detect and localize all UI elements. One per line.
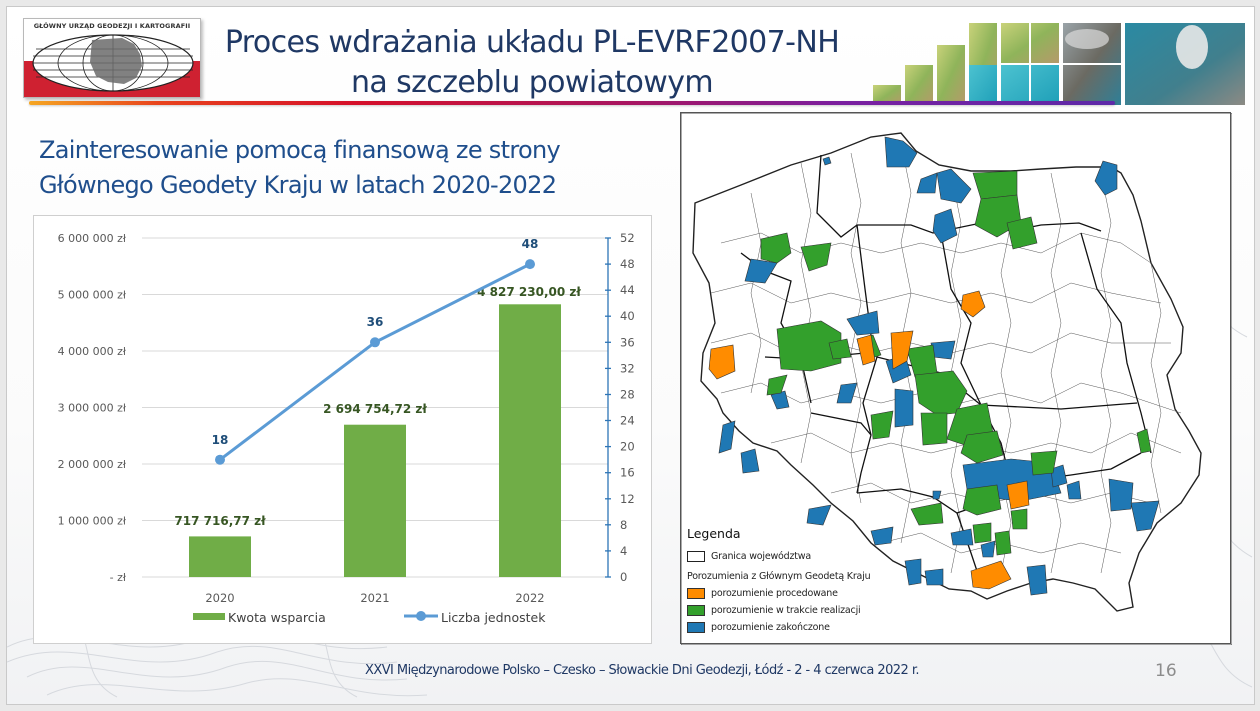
right-tick-3: 12 bbox=[620, 492, 635, 506]
subtitle-line-1: Zainteresowanie pomocą finansową ze stro… bbox=[39, 136, 561, 164]
x-axis-labels: 2020 2021 2022 bbox=[205, 591, 544, 605]
line-label-2021: 36 bbox=[367, 315, 384, 329]
footer-text: XXVI Międzynarodowe Polsko – Czesko – Sł… bbox=[365, 663, 920, 678]
subtitle-line-2: Głównego Geodety Kraju w latach 2020-202… bbox=[39, 171, 557, 199]
counties-in-progress bbox=[760, 170, 1152, 556]
funding-chart: - zł 1 000 000 zł 2 000 000 zł 3 000 000… bbox=[33, 215, 652, 644]
map-canvas bbox=[681, 113, 1232, 645]
right-tick-8: 32 bbox=[620, 361, 635, 375]
right-tick-7: 28 bbox=[620, 388, 635, 402]
bar-label-2021: 2 694 754,72 zł bbox=[323, 402, 427, 416]
left-tick-0: - zł bbox=[110, 571, 127, 584]
page-title: Proces wdrażania układu PL-EVRF2007-NH n… bbox=[207, 23, 857, 103]
right-tick-13: 52 bbox=[620, 231, 635, 245]
right-tick-4: 16 bbox=[620, 466, 635, 480]
right-tick-1: 4 bbox=[620, 544, 627, 558]
counties-pending bbox=[708, 290, 1030, 590]
logo-text: GŁÓWNY URZĄD GEODEZJI I KARTOGRAFII bbox=[33, 22, 191, 30]
point-2020 bbox=[215, 454, 225, 465]
line-labels: 18 36 48 bbox=[212, 237, 539, 447]
poland-map: Legenda Granica województwa Porozumienia… bbox=[680, 112, 1232, 645]
bar-labels: 717 716,77 zł 2 694 754,72 zł 4 827 230,… bbox=[174, 285, 581, 528]
x-tick-2020: 2020 bbox=[205, 591, 234, 605]
legend-title: Legenda bbox=[687, 526, 741, 541]
left-tick-2: 2 000 000 zł bbox=[58, 458, 127, 471]
bar-label-2022: 4 827 230,00 zł bbox=[477, 285, 581, 299]
map-legend: Legenda Granica województwa Porozumienia… bbox=[687, 526, 947, 636]
left-axis-labels: - zł 1 000 000 zł 2 000 000 zł 3 000 000… bbox=[58, 232, 127, 584]
left-tick-1: 1 000 000 zł bbox=[58, 515, 127, 528]
slide: GŁÓWNY URZĄD GEODEZJI I KARTOGRAFII Proc… bbox=[6, 6, 1255, 705]
right-tick-6: 24 bbox=[620, 414, 635, 428]
left-tick-5: 5 000 000 zł bbox=[58, 289, 127, 302]
right-axis bbox=[605, 237, 611, 578]
left-tick-3: 3 000 000 zł bbox=[58, 402, 127, 415]
right-tick-12: 48 bbox=[620, 257, 635, 271]
line-label-2022: 48 bbox=[522, 237, 539, 251]
left-tick-6: 6 000 000 zł bbox=[58, 232, 127, 245]
legend-swatch-completed bbox=[687, 622, 705, 633]
title-line-2: na szczeblu powiatowym bbox=[350, 65, 714, 100]
bar-label-2020: 717 716,77 zł bbox=[174, 514, 266, 528]
legend-label-border: Granica województwa bbox=[711, 551, 811, 562]
legend-bar-swatch bbox=[193, 613, 225, 620]
bar-2022 bbox=[499, 304, 561, 577]
right-tick-11: 44 bbox=[620, 283, 635, 297]
legend-bar-label: Kwota wsparcia bbox=[228, 610, 326, 625]
chart-canvas: - zł 1 000 000 zł 2 000 000 zł 3 000 000… bbox=[58, 231, 635, 625]
chart-legend: Kwota wsparcia Liczba jednostek bbox=[193, 610, 546, 625]
right-axis-labels: 0 4 8 12 16 20 24 28 32 36 40 44 48 52 bbox=[620, 231, 635, 584]
bar-2020 bbox=[189, 536, 251, 577]
legend-item-pending: porozumienie procedowane bbox=[687, 585, 947, 602]
page-number: 16 bbox=[1155, 661, 1177, 681]
title-line-1: Proces wdrażania układu PL-EVRF2007-NH bbox=[224, 25, 840, 60]
right-tick-9: 36 bbox=[620, 335, 635, 349]
legend-item-in-progress: porozumienie w trakcie realizacji bbox=[687, 602, 947, 619]
right-tick-10: 40 bbox=[620, 309, 635, 323]
bar-2021 bbox=[344, 424, 406, 577]
legend-item-border: Granica województwa bbox=[687, 548, 947, 565]
bar-series bbox=[189, 304, 561, 577]
legend-label-completed: porozumienie zakończone bbox=[711, 622, 830, 633]
line-label-2020: 18 bbox=[212, 433, 229, 447]
right-tick-5: 20 bbox=[620, 440, 635, 454]
legend-line-marker bbox=[416, 611, 426, 621]
section-heading: Zainteresowanie pomocą finansową ze stro… bbox=[39, 133, 659, 203]
point-2021 bbox=[370, 337, 380, 348]
legend-swatch-border bbox=[687, 551, 705, 562]
legend-swatch-pending bbox=[687, 588, 705, 599]
right-tick-2: 8 bbox=[620, 518, 627, 532]
gugik-logo: GŁÓWNY URZĄD GEODEZJI I KARTOGRAFII bbox=[23, 18, 201, 98]
legend-label-pending: porozumienie procedowane bbox=[711, 588, 838, 599]
right-tick-0: 0 bbox=[620, 570, 627, 584]
left-tick-4: 4 000 000 zł bbox=[58, 345, 127, 358]
point-2022 bbox=[525, 259, 535, 270]
x-tick-2022: 2022 bbox=[515, 591, 544, 605]
legend-swatch-in-progress bbox=[687, 605, 705, 616]
x-tick-2021: 2021 bbox=[360, 591, 389, 605]
legend-item-completed: porozumienie zakończone bbox=[687, 619, 947, 636]
legend-label-in-progress: porozumienie w trakcie realizacji bbox=[711, 605, 861, 616]
legend-line-label: Liczba jednostek bbox=[441, 610, 546, 625]
title-underline bbox=[29, 101, 1115, 105]
globe-icon bbox=[32, 34, 194, 92]
line-series bbox=[215, 259, 535, 465]
satellite-mosaic-image bbox=[873, 23, 1245, 105]
legend-group-title: Porozumienia z Głównym Geodetą Kraju bbox=[687, 571, 871, 582]
